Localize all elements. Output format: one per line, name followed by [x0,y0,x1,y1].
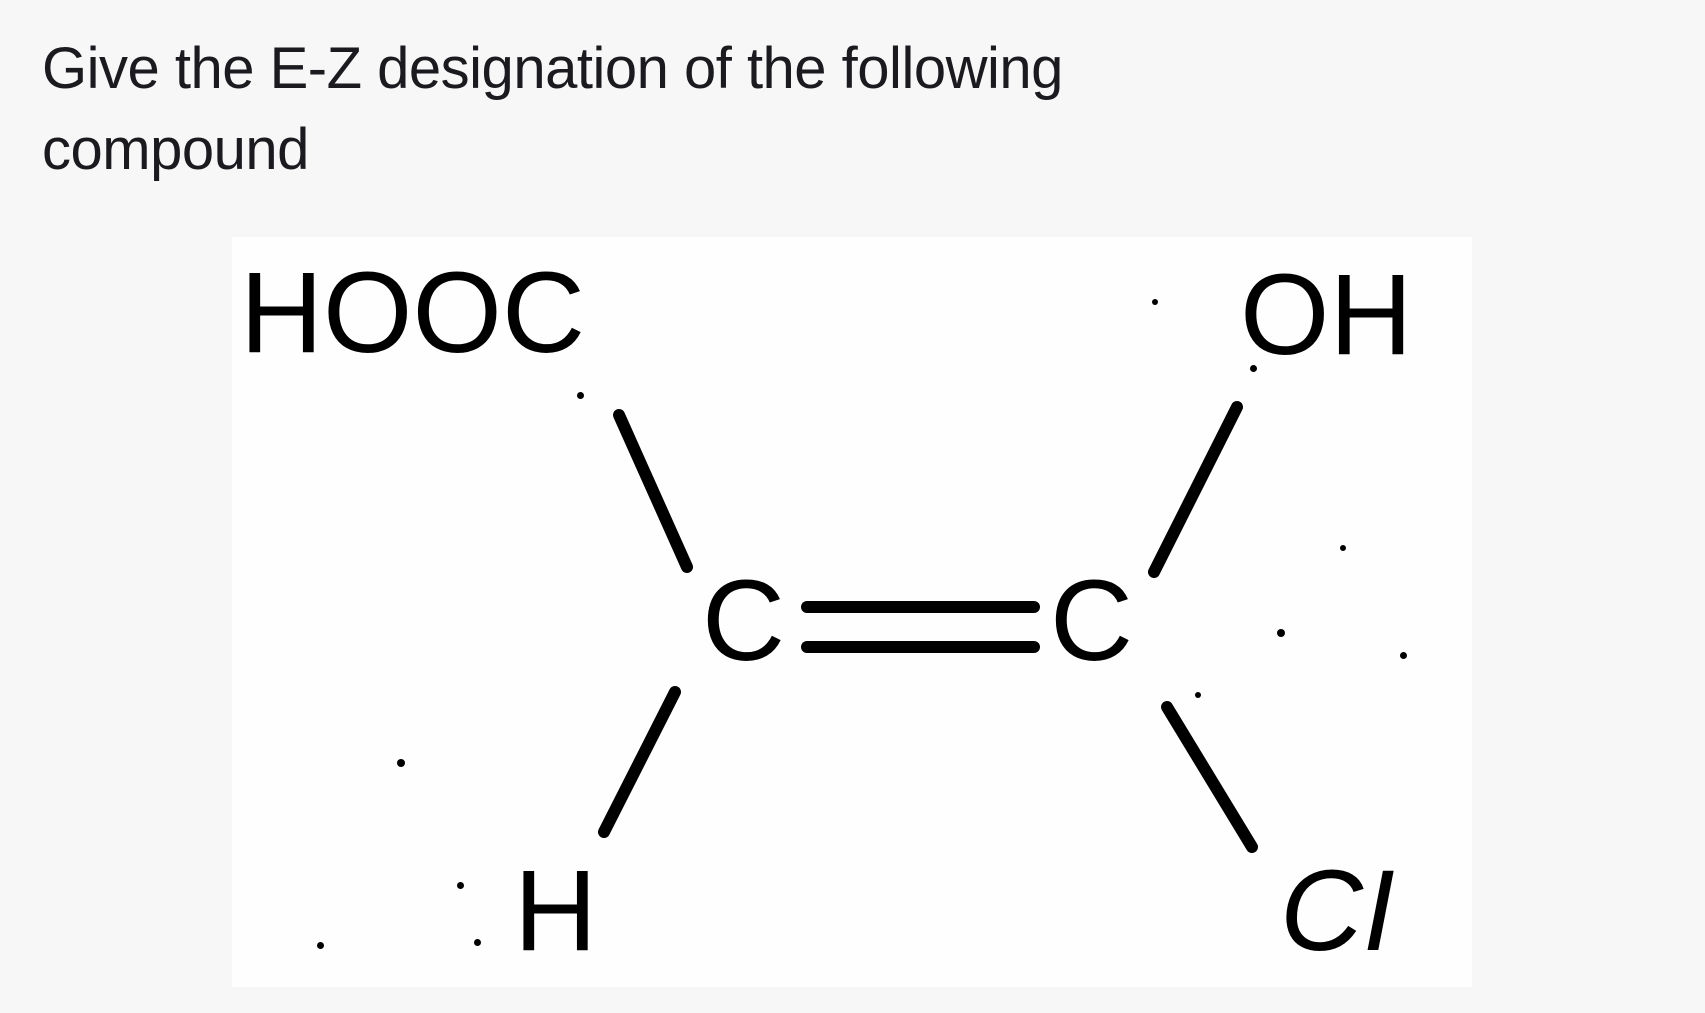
noise-dot [317,942,324,949]
bond-upper-left [619,415,687,567]
bonds-svg [232,237,1472,987]
noise-dot [1340,545,1346,551]
noise-dot [397,759,405,767]
bond-upper-right [1154,407,1237,572]
question-line-1: Give the E-Z designation of the followin… [42,36,1063,101]
bond-lower-left [604,692,675,832]
noise-dot [474,939,481,946]
bond-lower-right [1167,707,1252,847]
question-text: Give the E-Z designation of the followin… [42,28,1063,190]
noise-dot [1400,652,1407,659]
noise-dot [1152,299,1158,305]
noise-dot [1195,692,1201,698]
noise-dot [457,882,464,889]
question-line-2: compound [42,117,309,182]
chemical-structure-diagram: HOOC OH C C H CI [232,237,1472,987]
noise-dot [577,392,584,399]
noise-dot [1277,629,1285,637]
noise-dot [1250,365,1257,372]
